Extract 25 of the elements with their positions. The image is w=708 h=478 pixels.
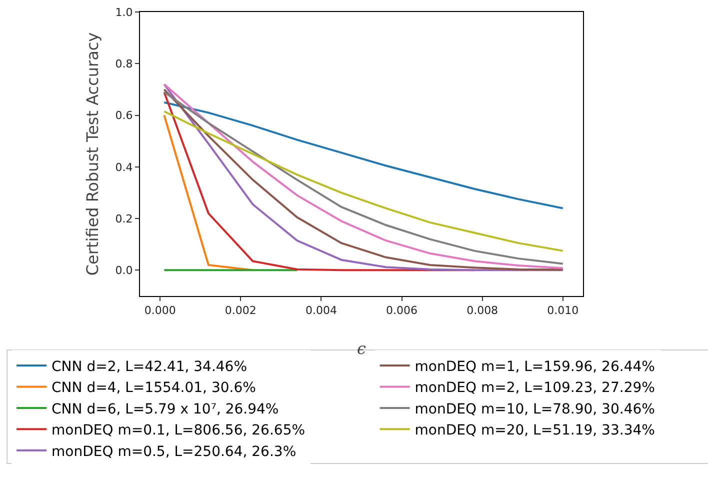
- x-tick-label: 0.004: [305, 304, 337, 318]
- line-series: [163, 101, 564, 210]
- legend-label: monDEQ m=2, L=109.23, 27.29%: [414, 380, 655, 396]
- y-tick-label: 1.0: [115, 6, 133, 19]
- y-tick-label: 0.2: [115, 212, 133, 226]
- legend-label: monDEQ m=0.5, L=250.64, 26.3%: [52, 444, 296, 460]
- y-tick-label: 0.4: [115, 160, 133, 174]
- x-axis-title: ϵ: [357, 339, 366, 358]
- legend-label: CNN d=6, L=5.79 x 10⁷, 26.94%: [52, 401, 279, 418]
- x-tick-label: 0.010: [547, 304, 579, 318]
- y-tick-label: 0.0: [115, 264, 133, 278]
- legend-label: monDEQ m=10, L=78.90, 30.46%: [414, 401, 655, 418]
- legend-label: CNN d=2, L=42.41, 34.46%: [52, 359, 248, 376]
- legend-label: monDEQ m=20, L=51.19, 33.34%: [414, 422, 655, 439]
- legend-label: monDEQ m=0.1, L=806.56, 26.65%: [52, 422, 306, 439]
- y-tick-label: 0.6: [115, 109, 133, 122]
- legend-label: CNN d=4, L=1554.01, 30.6%: [52, 380, 256, 396]
- x-tick-label: 0.008: [466, 304, 498, 318]
- line-series: [163, 110, 564, 252]
- x-tick-label: 0.000: [144, 304, 176, 318]
- x-tick-label: 0.006: [386, 304, 418, 318]
- y-axis-title: Certified Robust Test Accuracy: [83, 32, 102, 276]
- legend-label: monDEQ m=1, L=159.96, 26.44%: [414, 359, 655, 376]
- y-tick-label: 0.8: [115, 57, 133, 70]
- x-tick-label: 0.002: [224, 304, 256, 318]
